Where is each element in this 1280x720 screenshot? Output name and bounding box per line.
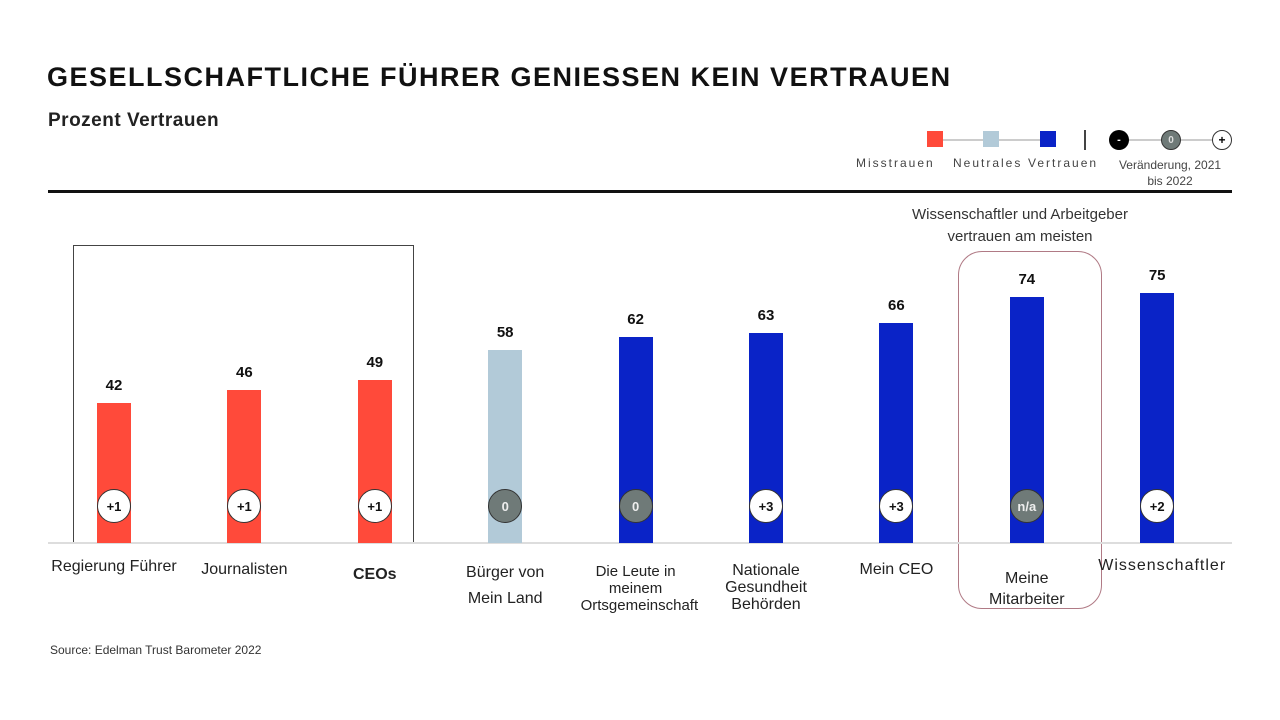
legend-increase-icon: + — [1212, 130, 1232, 150]
legend-swatch-vertrauen — [1040, 131, 1056, 147]
x-tick-label: Bürger von Mein Land — [466, 564, 545, 607]
x-tick-label: CEOs — [353, 566, 397, 583]
legend-change-label: Veränderung, 2021 bis 2022 — [1118, 158, 1222, 188]
legend-label-vertrauen: Vertrauen — [1028, 156, 1099, 170]
legend-swatch-misstrauen — [927, 131, 943, 147]
annotation: Wissenschaftler und Arbeitgeber vertraue… — [912, 206, 1128, 245]
data-label: 46 — [236, 363, 253, 381]
data-label: 58 — [496, 323, 514, 341]
data-label: 75 — [1148, 267, 1166, 285]
change-badge: +1 — [97, 489, 131, 523]
legend-swatch-neutral — [983, 131, 999, 147]
x-tick-label: Mein CEO — [859, 561, 934, 578]
baseline — [48, 542, 1232, 544]
chart-title: GESELLSCHAFTLICHE FÜHRER GENIESSEN KEIN … — [47, 62, 952, 92]
x-tick-label: Meine Mitarbeiter — [989, 570, 1065, 608]
change-badge: n/a — [1009, 489, 1044, 523]
header-rule — [48, 190, 1232, 193]
change-badge: +1 — [227, 489, 262, 523]
x-tick-label: Wissenschaftler — [1098, 557, 1227, 574]
change-badge: +2 — [1140, 489, 1175, 523]
data-label: 63 — [757, 307, 775, 325]
change-badge: +3 — [749, 489, 783, 523]
x-tick-label: Journalisten — [201, 561, 288, 578]
data-label: 74 — [1018, 270, 1036, 288]
change-badge: +1 — [357, 489, 392, 523]
change-badge: 0 — [618, 489, 653, 523]
legend-label-misstrauen: Misstrauen — [856, 156, 935, 170]
data-label: 42 — [105, 377, 123, 395]
data-label: 62 — [627, 310, 644, 328]
x-tick-label: Regierung Führer — [51, 558, 177, 575]
change-badge: 0 — [488, 489, 523, 523]
data-label: 66 — [888, 297, 905, 315]
legend-no-change-icon: 0 — [1161, 130, 1181, 150]
x-tick-label: Die Leute in meinem Ortsgemeinschaft — [580, 563, 699, 614]
legend-label-neutral: Neutrales — [953, 156, 1023, 170]
chart-subtitle: Prozent Vertrauen — [48, 110, 220, 131]
change-badge: +3 — [879, 489, 914, 523]
legend-divider — [1084, 130, 1086, 150]
x-tick-label: Nationale Gesundheit Behörden — [725, 562, 807, 613]
highlight-box-employees — [958, 251, 1102, 609]
source-note: Source: Edelman Trust Barometer 2022 — [50, 643, 262, 657]
data-label: 49 — [366, 353, 384, 371]
legend-decrease-icon: - — [1109, 130, 1129, 150]
